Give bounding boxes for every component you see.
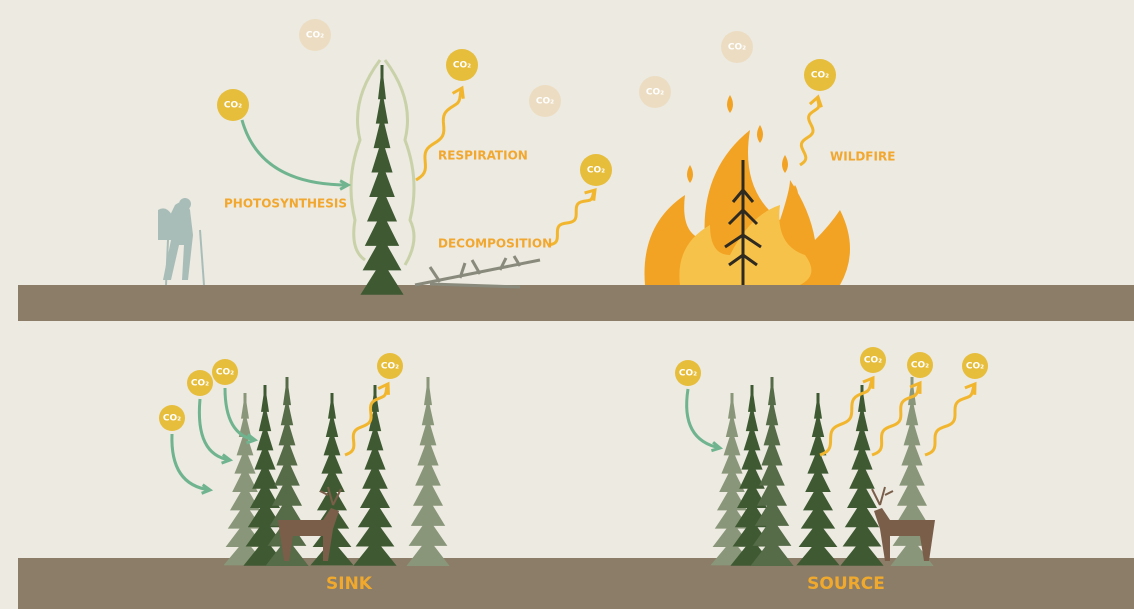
hiker-head (179, 198, 191, 210)
co2-text: CO₂ (191, 379, 209, 389)
photosynthesis-label: PHOTOSYNTHESIS (224, 197, 347, 211)
decomposition-label: DECOMPOSITION (438, 237, 552, 251)
co2-text: CO₂ (163, 414, 181, 424)
co2-text: CO₂ (811, 71, 829, 81)
respiration-label: RESPIRATION (438, 149, 528, 163)
co2-text: CO₂ (864, 356, 882, 366)
co2-text: CO₂ (381, 362, 399, 372)
co2-text: CO₂ (587, 166, 605, 176)
illustration: CO₂ CO₂ CO₂ CO₂ CO₂ CO₂ CO₂ CO₂ CO₂ CO₂ CO₂ CO₂ CO₂ C… (0, 0, 1134, 609)
co2-text: CO₂ (216, 368, 234, 378)
sink-label: SINK (326, 574, 373, 594)
ground-bottom (18, 558, 1134, 609)
co2-text: CO₂ (911, 361, 929, 371)
ground-top (18, 285, 1134, 321)
co2-text: CO₂ (536, 97, 554, 107)
co2-text: CO₂ (728, 43, 746, 53)
co2-text: CO₂ (679, 369, 697, 379)
wildfire-label: WILDFIRE (830, 150, 895, 164)
co2-text: CO₂ (966, 362, 984, 372)
source-label: SOURCE (807, 574, 885, 594)
co2-text: CO₂ (646, 88, 664, 98)
co2-text: CO₂ (453, 61, 471, 71)
co2-text: CO₂ (306, 31, 324, 41)
co2-text: CO₂ (224, 101, 242, 111)
